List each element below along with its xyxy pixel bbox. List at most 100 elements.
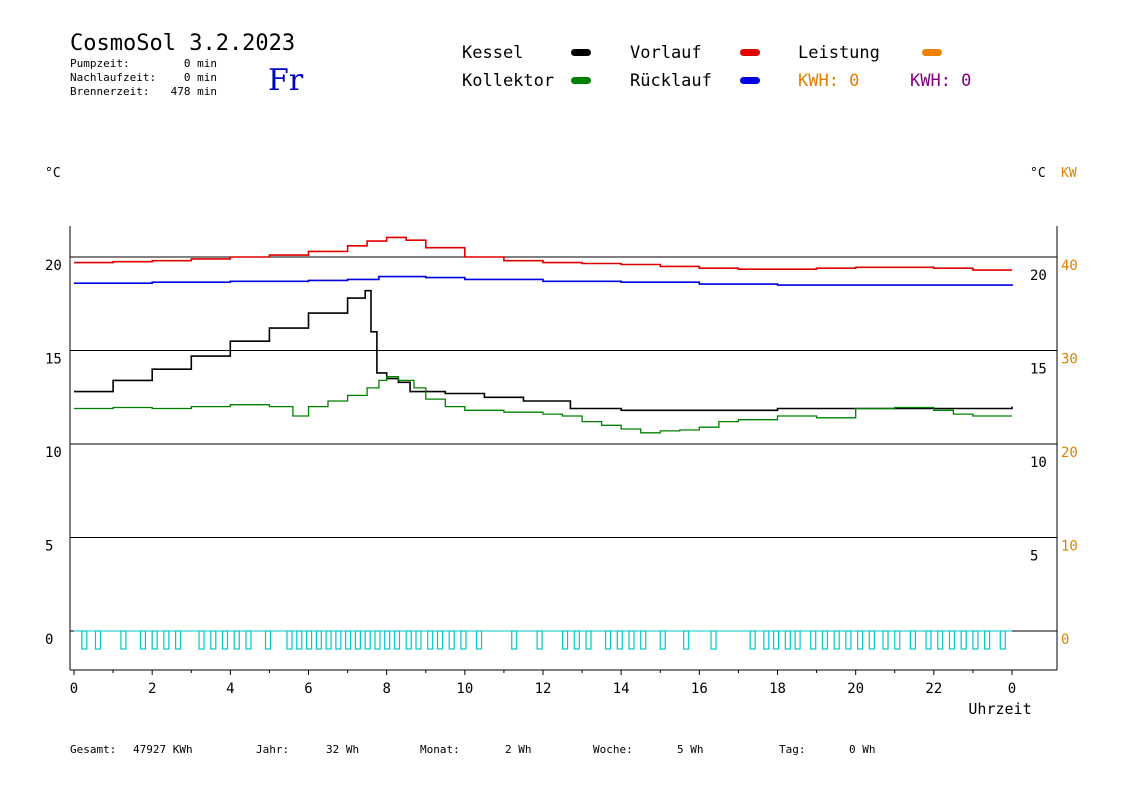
- right-axis-unit-c: °C: [1030, 166, 1046, 181]
- legend-swatch-leistung: [922, 49, 942, 56]
- x-tick-label: 6: [304, 681, 312, 697]
- pump-pulse: [868, 630, 875, 650]
- pump-pulse: [845, 630, 852, 650]
- pump-pulse: [120, 630, 127, 650]
- pump-pulse: [384, 630, 391, 650]
- pump-pulse: [585, 630, 592, 650]
- pump-pulse: [296, 630, 303, 650]
- pump-pulse: [857, 630, 864, 650]
- pump-pulse: [984, 630, 991, 650]
- pump-pulse: [448, 630, 455, 650]
- y-right-tick-label: 5: [1030, 549, 1038, 565]
- pump-pulse: [163, 630, 170, 650]
- pump-pulse: [221, 630, 229, 650]
- pump-pulse: [763, 630, 770, 650]
- x-tick-label: 12: [535, 681, 552, 697]
- pump-pulse: [264, 630, 272, 650]
- day-label: Fr: [268, 63, 304, 98]
- left-axis-unit: °C: [45, 166, 61, 181]
- pump-pulse: [364, 630, 371, 650]
- pump-pulse: [749, 630, 756, 650]
- legend-label-kollektor: Kollektor: [462, 71, 554, 91]
- pump-pulse: [772, 630, 780, 650]
- x-tick-label: 8: [382, 681, 390, 697]
- pump-pulse: [573, 630, 580, 650]
- pump-pulse: [894, 630, 901, 650]
- page-title: CosmoSol 3.2.2023: [70, 31, 295, 56]
- pump-pulse: [393, 630, 401, 650]
- pump-pulse: [151, 630, 158, 650]
- footer-woche-value: 5 Wh: [677, 743, 704, 756]
- pump-pulse: [604, 630, 612, 650]
- y-left-tick-label: 20: [45, 258, 62, 274]
- stat-label-nachlaufzeit: Nachlaufzeit:: [70, 71, 156, 84]
- y-right-kw-tick-label: 0: [1061, 632, 1069, 648]
- pump-pulse: [210, 630, 217, 650]
- footer-gesamt-label: Gesamt:: [70, 743, 116, 756]
- x-tick-label: 18: [769, 681, 786, 697]
- pump-pulse: [427, 630, 434, 650]
- stat-value-pumpzeit: 0 min: [184, 57, 217, 70]
- kwh-purple: KWH: 0: [910, 71, 971, 91]
- footer-monat-value: 2 Wh: [505, 743, 532, 756]
- pump-pulse: [475, 630, 483, 650]
- pump-pulse: [335, 630, 342, 650]
- x-tick-label: 16: [691, 681, 708, 697]
- pump-pulse: [999, 630, 1006, 650]
- pump-pulse: [833, 630, 840, 650]
- pump-pulse: [94, 630, 102, 650]
- y-right-tick-label: 10: [1030, 455, 1047, 471]
- pump-pulse: [640, 630, 647, 650]
- legend-label-vorlauf: Vorlauf: [630, 43, 702, 63]
- y-right-kw-tick-label: 20: [1061, 445, 1078, 461]
- x-axis-label: Uhrzeit: [968, 700, 1031, 718]
- stat-value-brennerzeit: 478 min: [171, 85, 217, 98]
- pump-pulse: [286, 630, 293, 650]
- pump-pulse: [821, 630, 829, 650]
- pump-pulse: [794, 630, 801, 650]
- pump-pulse: [616, 630, 623, 650]
- pump-pulse: [972, 630, 979, 650]
- pump-pulse: [405, 630, 412, 650]
- y-left-tick-label: 15: [45, 352, 62, 368]
- legend-swatch-kollektor: [571, 77, 591, 84]
- footer-jahr-label: Jahr:: [256, 743, 289, 756]
- pump-pulse: [175, 630, 182, 650]
- right-axis-unit-kw: KW: [1061, 166, 1077, 181]
- pump-pulse: [198, 630, 205, 650]
- pump-pulse: [683, 630, 690, 650]
- x-tick-label: 10: [456, 681, 473, 697]
- series-line-ruecklauf: [74, 275, 1013, 286]
- legend-swatch-kessel: [571, 49, 591, 56]
- footer-jahr-value: 32 Wh: [326, 743, 359, 756]
- pump-pulse: [245, 630, 252, 650]
- pump-pulse: [305, 630, 313, 650]
- y-left-tick-label: 10: [45, 445, 62, 461]
- x-tick-label: 0: [70, 681, 78, 697]
- pump-pulse: [960, 630, 967, 650]
- stat-value-nachlaufzeit: 0 min: [184, 71, 217, 84]
- legend-label-leistung: Leistung: [798, 43, 880, 63]
- pump-pulse: [325, 630, 332, 650]
- pump-pulse: [784, 630, 791, 650]
- kwh-orange: KWH: 0: [798, 71, 859, 91]
- pump-pulse: [561, 630, 569, 650]
- pump-pulse: [628, 630, 635, 650]
- y-left-tick-label: 5: [45, 539, 53, 555]
- pump-pulse: [315, 630, 322, 650]
- pump-pulse: [81, 630, 88, 650]
- pump-pulse: [233, 630, 240, 650]
- pump-pulse: [139, 630, 147, 650]
- pump-pulse: [511, 630, 518, 650]
- footer-gesamt-value: 47927 KWh: [133, 743, 193, 756]
- x-tick-label: 14: [613, 681, 630, 697]
- x-tick-label: 0: [1008, 681, 1016, 697]
- y-right-tick-label: 15: [1030, 362, 1047, 378]
- y-right-tick-label: 20: [1030, 268, 1047, 284]
- pump-pulse: [415, 630, 422, 650]
- pump-pulse: [345, 630, 352, 650]
- footer-tag-label: Tag:: [779, 743, 806, 756]
- legend-swatch-ruecklauf: [740, 77, 760, 84]
- pump-pulse: [710, 630, 717, 650]
